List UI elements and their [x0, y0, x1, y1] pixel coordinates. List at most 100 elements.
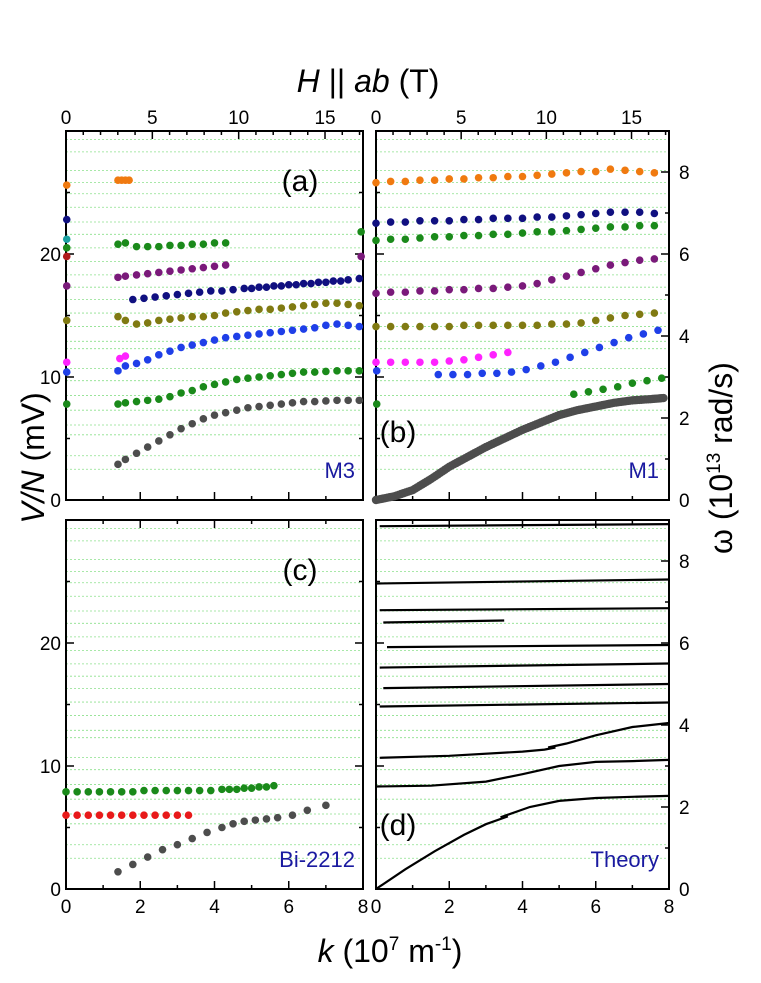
theory-line	[379, 701, 670, 708]
data-point	[357, 252, 365, 261]
data-point	[621, 166, 629, 175]
series-orange	[372, 165, 659, 187]
data-point	[129, 295, 137, 304]
theory-line	[379, 523, 670, 528]
data-point	[151, 811, 159, 819]
top-tick-label: 15	[621, 108, 642, 129]
data-point	[247, 284, 256, 293]
data-point	[474, 284, 483, 293]
series-magenta	[372, 348, 512, 367]
data-point	[62, 358, 71, 367]
data-point	[177, 343, 185, 352]
data-point	[244, 374, 252, 383]
y-tick-label-right: 4	[679, 716, 690, 737]
data-point	[474, 231, 483, 240]
data-point	[184, 811, 193, 819]
top-tick-label: 10	[228, 108, 249, 129]
data-point	[386, 288, 395, 296]
data-point	[210, 380, 219, 389]
data-point	[221, 261, 230, 269]
data-point	[166, 267, 174, 276]
data-point	[518, 172, 527, 181]
data-point	[229, 285, 237, 294]
data-point	[577, 167, 585, 176]
data-point	[299, 279, 308, 288]
data-point	[551, 358, 560, 367]
series-olive	[114, 299, 364, 328]
data-point	[188, 386, 197, 395]
data-point	[518, 229, 527, 237]
panel-letter: (c)	[283, 554, 318, 587]
data-point	[143, 242, 152, 251]
x-tick-label: 6	[590, 897, 601, 918]
data-point	[166, 241, 174, 250]
data-point	[635, 310, 644, 319]
y-tick-label-right: 6	[679, 634, 690, 655]
data-point	[299, 301, 308, 310]
data-point	[155, 268, 163, 277]
data-point	[121, 316, 130, 325]
data-point	[322, 397, 330, 405]
data-point	[240, 784, 248, 792]
x-tick-label: 6	[283, 897, 294, 918]
data-point	[232, 308, 241, 316]
theory-line	[547, 721, 670, 749]
data-point	[221, 333, 230, 342]
sample-label: M3	[324, 458, 355, 483]
panel-b: 0 5 10 15 0 2 4 6 8 (b) M1	[371, 108, 690, 512]
data-point	[650, 255, 659, 263]
data-point	[628, 379, 637, 387]
series-purple	[114, 261, 230, 282]
data-point	[569, 390, 578, 399]
data-point	[62, 244, 71, 252]
data-point	[95, 788, 104, 796]
data-point	[247, 784, 256, 792]
data-point	[504, 321, 512, 330]
data-point	[177, 389, 185, 397]
data-point	[621, 258, 629, 267]
data-point	[151, 786, 159, 795]
theory-line	[379, 746, 556, 759]
x-tick-label: 2	[135, 897, 146, 918]
data-point	[129, 811, 137, 819]
data-point	[606, 165, 615, 173]
data-point	[504, 172, 512, 181]
series-green	[62, 781, 278, 796]
data-point	[203, 828, 211, 837]
x-tick-label: 2	[444, 897, 455, 918]
data-point	[445, 285, 454, 294]
data-point	[372, 178, 380, 187]
data-point	[548, 228, 556, 236]
data-point	[140, 786, 148, 795]
data-point	[155, 395, 163, 403]
data-point	[489, 230, 498, 239]
series-navy	[129, 274, 364, 304]
data-point	[504, 214, 512, 223]
y-axis-title-right: ω (1013 rad/s)	[703, 362, 739, 554]
data-point	[188, 419, 197, 428]
data-point	[62, 282, 71, 290]
panel-letter: (a)	[282, 165, 319, 198]
x-tick-label: 8	[358, 897, 369, 918]
data-point	[155, 316, 163, 325]
data-point	[288, 811, 297, 819]
data-point	[650, 169, 659, 177]
data-point	[277, 400, 286, 408]
data-point	[624, 333, 633, 342]
data-point	[151, 293, 159, 301]
data-point	[504, 230, 512, 239]
data-point	[518, 282, 527, 290]
panel-letter: (d)	[380, 809, 417, 842]
top-tick-label: 10	[536, 108, 557, 129]
data-point	[548, 320, 556, 328]
data-point	[372, 236, 380, 245]
data-point	[121, 399, 130, 407]
data-point	[277, 327, 286, 336]
data-point	[114, 400, 122, 408]
data-point	[62, 181, 71, 189]
data-point	[344, 276, 352, 284]
y-axis-title-left: V/N (mV)	[15, 392, 51, 524]
data-point	[386, 235, 395, 244]
data-point	[445, 216, 454, 225]
data-point	[140, 811, 148, 819]
